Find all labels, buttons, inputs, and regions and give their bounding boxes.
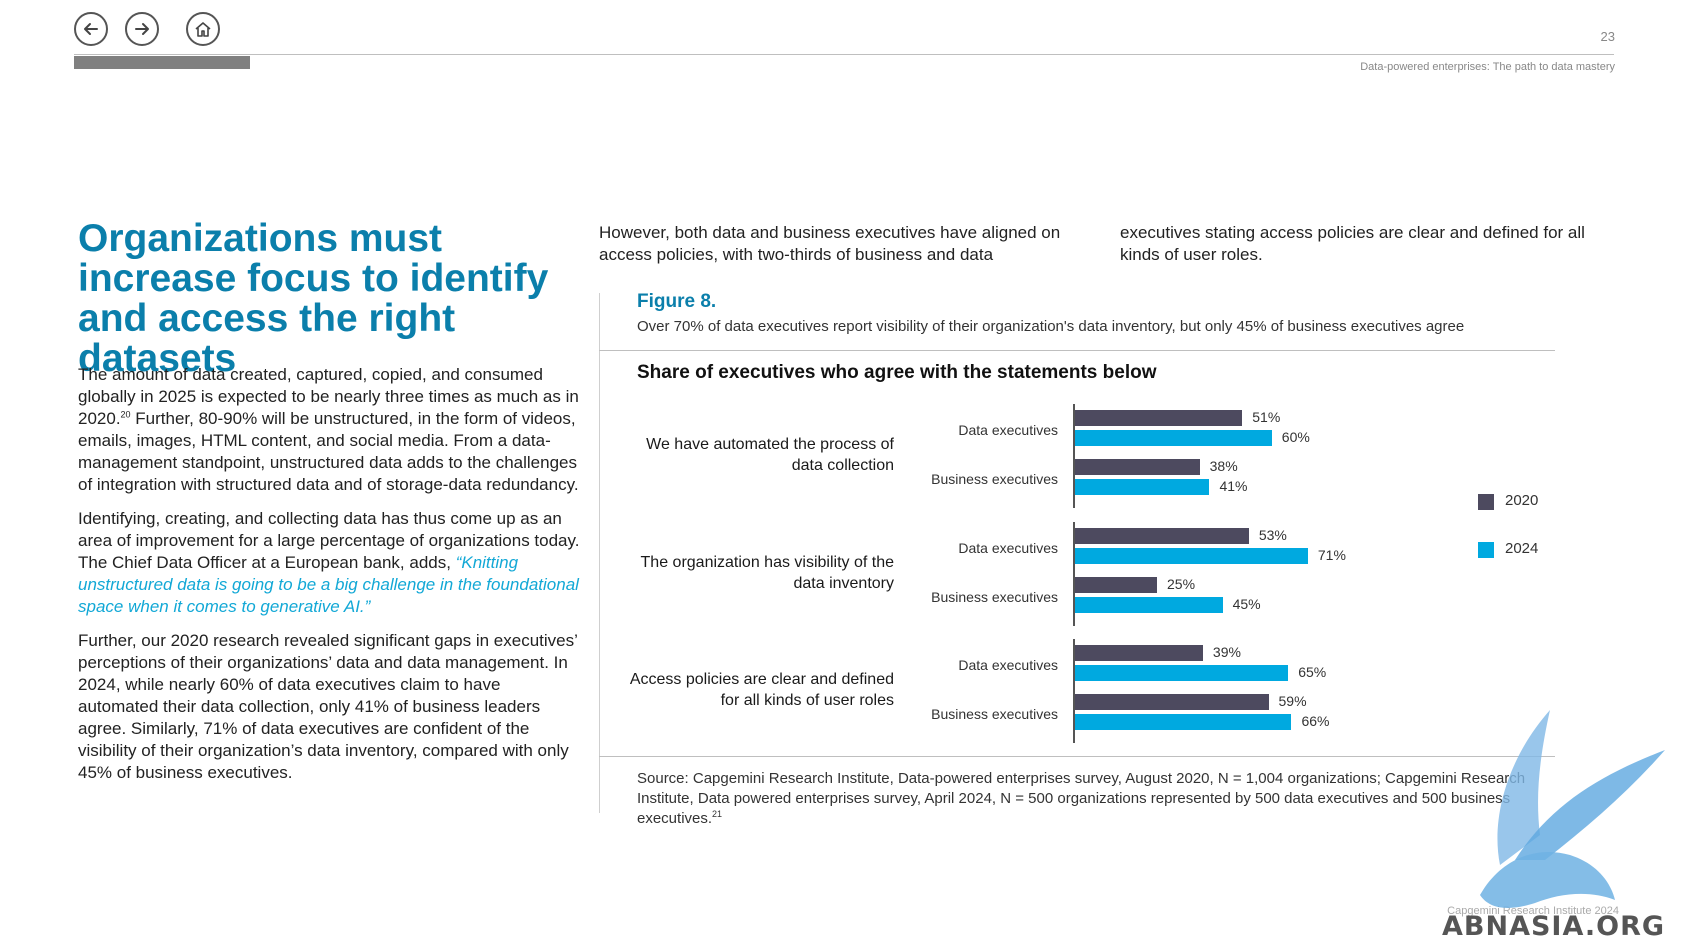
bar-value-label: 38% (1209, 458, 1238, 474)
home-icon (195, 22, 211, 37)
bar-2024 (1075, 479, 1210, 495)
bar-2020 (1075, 459, 1200, 475)
bar-2024 (1075, 548, 1308, 564)
figure-divider (599, 293, 600, 813)
role-label: Business executives (931, 589, 1058, 605)
bar-2020 (1075, 577, 1157, 593)
bar-value-label: 59% (1278, 693, 1307, 709)
legend-swatch-2020 (1478, 494, 1494, 510)
figure-source: Source: Capgemini Research Institute, Da… (637, 769, 1562, 829)
role-label: Business executives (931, 706, 1058, 722)
figure-label: Figure 8. (637, 291, 717, 312)
arrow-right-icon (135, 23, 149, 35)
role-label: Business executives (931, 471, 1058, 487)
legend-label-2024: 2024 (1505, 540, 1539, 557)
bar-value-label: 45% (1232, 596, 1261, 612)
bar-2020 (1075, 410, 1243, 426)
statement-label: We have automated the process of data co… (646, 436, 894, 474)
bar-value-label: 25% (1167, 576, 1196, 592)
footer-text: Capgemini Research Institute 2024 (1447, 905, 1619, 917)
paragraph-1: The amount of data created, captured, co… (78, 364, 583, 496)
statement-label: The organization has visibility of the d… (640, 554, 894, 592)
role-label: Data executives (958, 422, 1058, 438)
bar-value-label: 71% (1317, 547, 1346, 563)
chart-axis (1073, 404, 1075, 508)
paragraph-3: Further, our 2020 research revealed sign… (78, 631, 578, 782)
intro-text-b: executives stating access policies are c… (1120, 223, 1585, 264)
bar-value-label: 60% (1281, 429, 1310, 445)
running-title: Data-powered enterprises: The path to da… (1360, 61, 1615, 73)
back-button[interactable] (74, 12, 108, 46)
pull-quote: “Knitting unstructured data is going to … (78, 553, 579, 616)
bar-2024 (1075, 430, 1272, 446)
bar-2020 (1075, 528, 1249, 544)
bar-2024 (1075, 597, 1223, 613)
footnote-ref: 20 (120, 409, 131, 420)
progress-bar (74, 56, 250, 69)
source-footnote-ref: 21 (712, 809, 723, 819)
source-text: Source: Capgemini Research Institute, Da… (637, 770, 1526, 827)
bar-value-label: 53% (1258, 527, 1287, 543)
forward-button[interactable] (125, 12, 159, 46)
role-label: Data executives (958, 657, 1058, 673)
page-title: Organizations must increase focus to ide… (78, 217, 549, 380)
chart-title: Share of executives who agree with the s… (637, 362, 1157, 383)
watermark-text: ABNASIA.ORG (1442, 911, 1665, 942)
chart-axis (1073, 639, 1075, 743)
bar-2024 (1075, 714, 1292, 730)
paragraph-1-text: The amount of data created, captured, co… (78, 365, 579, 428)
bar-value-label: 41% (1219, 478, 1248, 494)
watermark-logo: ABNASIA.ORG (1442, 710, 1665, 942)
paragraph-2: Identifying, creating, and collecting da… (78, 508, 583, 618)
role-label: Data executives (958, 540, 1058, 556)
chart-axis (1073, 522, 1075, 626)
bar-value-label: 65% (1298, 664, 1327, 680)
intro-text-a: However, both data and business executiv… (599, 223, 1061, 264)
home-button[interactable] (186, 12, 220, 46)
bar-value-label: 51% (1252, 409, 1281, 425)
statement-label: Access policies are clear and defined fo… (629, 671, 894, 709)
bar-2020 (1075, 694, 1269, 710)
page-number: 23 (1600, 29, 1615, 44)
bar-value-label: 39% (1212, 644, 1241, 660)
legend-label-2020: 2020 (1505, 492, 1539, 509)
body-text: The amount of data created, captured, co… (78, 364, 583, 796)
paragraph-1-rest: Further, 80-90% will be unstructured, in… (78, 409, 579, 494)
paragraph-2-text: Identifying, creating, and collecting da… (78, 509, 580, 572)
bar-2020 (1075, 645, 1203, 661)
bar-2024 (1075, 665, 1289, 681)
arrow-left-icon (84, 23, 98, 35)
legend-swatch-2024 (1478, 542, 1494, 558)
figure-rule-top (599, 350, 1555, 351)
header-rule (74, 54, 1614, 55)
figure-rule-bottom (599, 756, 1555, 757)
bar-value-label: 66% (1301, 713, 1330, 729)
figure-caption: Over 70% of data executives report visib… (637, 318, 1465, 335)
